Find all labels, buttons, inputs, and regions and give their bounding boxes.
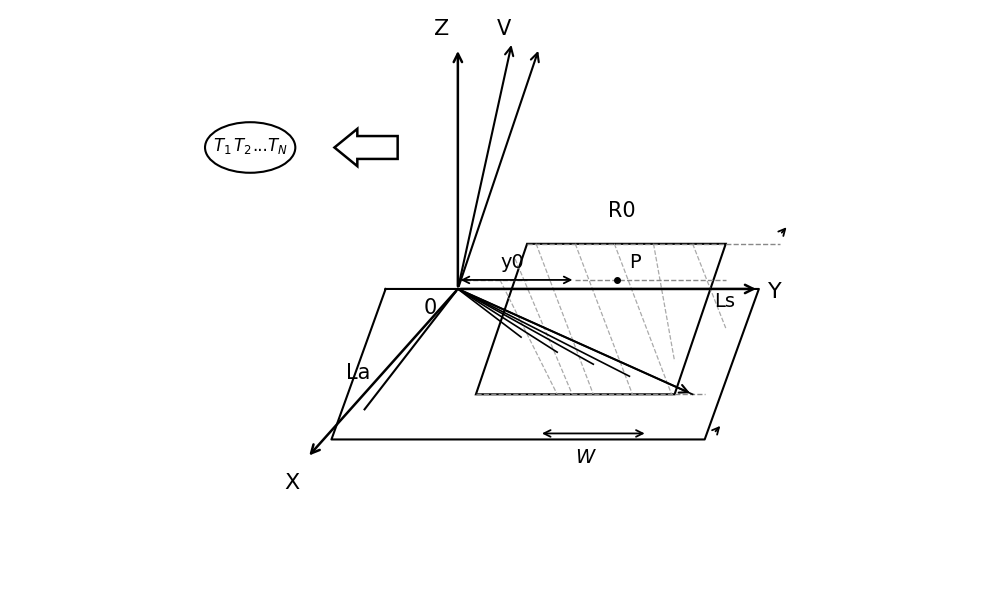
- Text: R0: R0: [608, 200, 636, 221]
- Text: $T_1$: $T_1$: [213, 135, 231, 156]
- Text: La: La: [346, 363, 371, 383]
- FancyArrow shape: [334, 129, 398, 166]
- Text: $T_N$: $T_N$: [267, 135, 288, 156]
- Text: W: W: [575, 448, 594, 468]
- Text: V: V: [497, 19, 511, 39]
- Text: $T_2$: $T_2$: [233, 135, 252, 156]
- Text: X: X: [285, 473, 300, 492]
- Text: Ls: Ls: [714, 292, 735, 311]
- Text: y0: y0: [500, 253, 524, 272]
- Text: ...: ...: [253, 137, 268, 155]
- Text: Y: Y: [768, 282, 782, 302]
- Text: 0: 0: [424, 298, 437, 318]
- Text: P: P: [629, 253, 641, 272]
- Ellipse shape: [205, 122, 295, 173]
- Text: Z: Z: [434, 19, 449, 39]
